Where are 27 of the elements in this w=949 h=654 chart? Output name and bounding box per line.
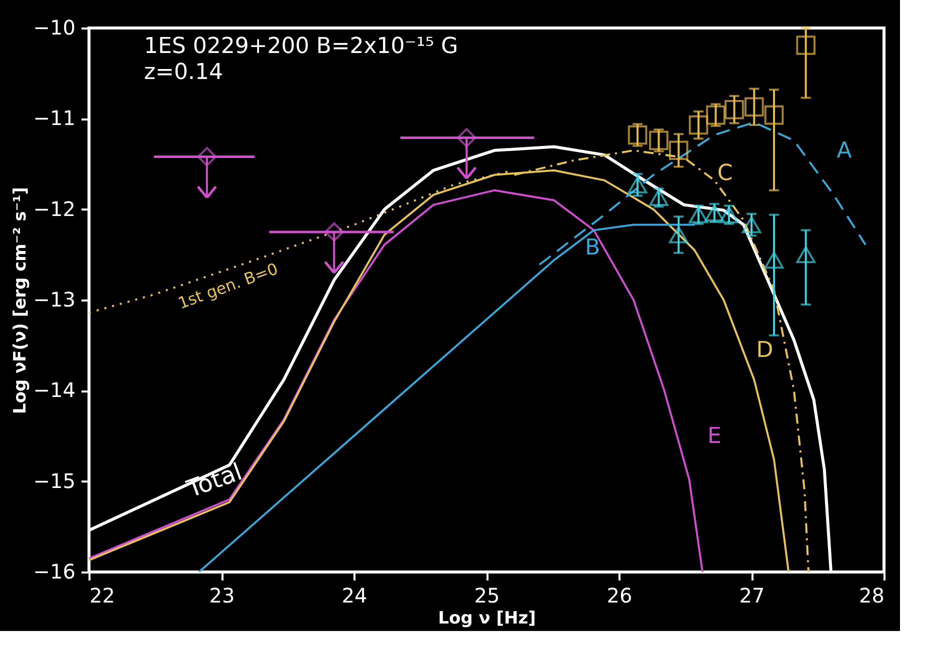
text: Total xyxy=(182,458,246,504)
x-tick-label: 23 xyxy=(209,584,235,608)
y-tick-label: −12 xyxy=(33,196,76,221)
series-label: E xyxy=(707,424,722,449)
y-tick-label: −11 xyxy=(33,106,76,130)
series-label: C xyxy=(717,161,733,186)
x-tick-label: 22 xyxy=(90,584,115,608)
y-tick-label: −14 xyxy=(33,378,76,402)
y-axis-title: Log νF(ν) [erg cm⁻² s⁻¹] xyxy=(10,186,30,414)
chart-title: 1ES 0229+200 B=2x10⁻¹⁵ G xyxy=(144,34,458,59)
text: 1st gen. B=0 xyxy=(175,259,280,313)
x-tick-label: 27 xyxy=(739,584,765,608)
x-tick-label: 24 xyxy=(342,584,368,608)
x-tick-label: 25 xyxy=(474,584,500,608)
y-tick-label: −10 xyxy=(33,16,76,40)
y-tick-label: −16 xyxy=(33,560,76,584)
x-tick-label: 28 xyxy=(859,584,884,608)
series-label: B xyxy=(584,235,600,260)
line-series xyxy=(538,121,866,266)
x-axis-title: Log ν [Hz] xyxy=(438,608,536,628)
series-label: D xyxy=(756,338,774,363)
text: z=0.14 xyxy=(144,60,223,85)
line-series xyxy=(89,189,704,572)
y-tick-label: −13 xyxy=(33,288,76,312)
x-tick-label: 26 xyxy=(606,584,632,608)
y-tick-label: −15 xyxy=(33,468,76,493)
series-label: A xyxy=(836,138,852,164)
